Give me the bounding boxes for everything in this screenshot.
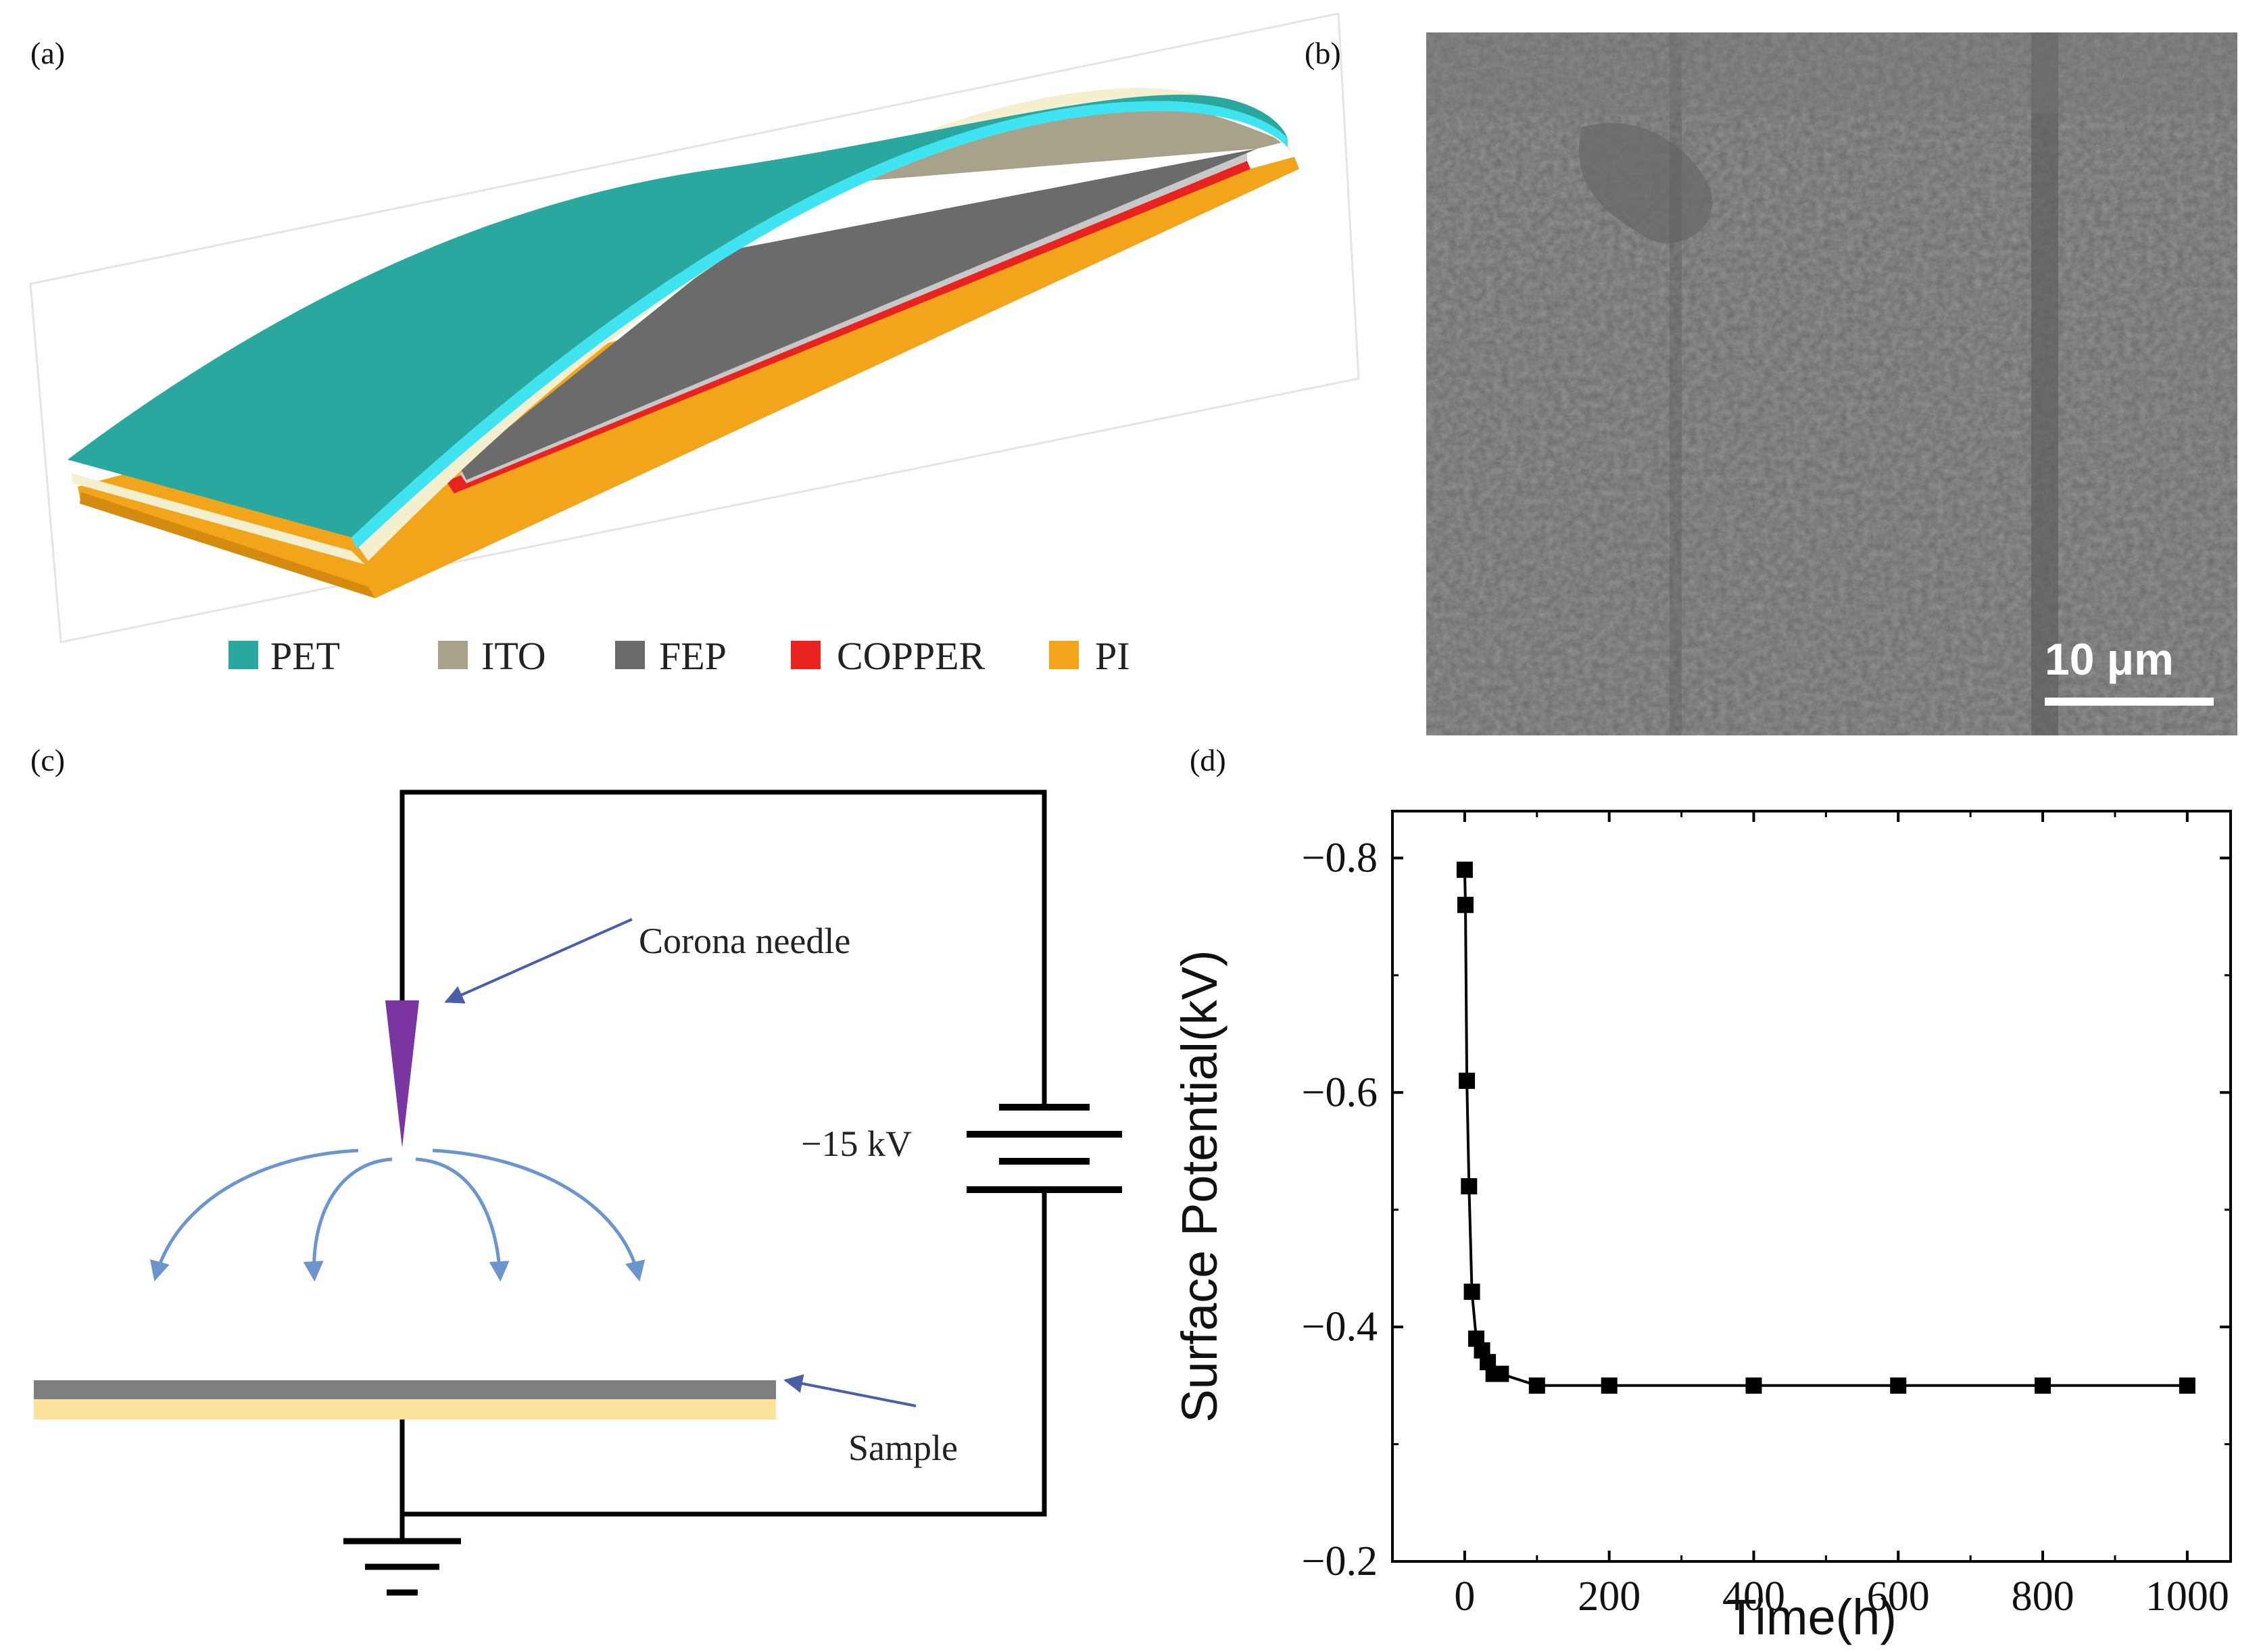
- panel-a-device-schematic: PET ITO FEP COPPER PI: [29, 12, 1360, 678]
- plot-frame: [1391, 810, 2232, 1563]
- ion-arrow-3: [415, 1157, 510, 1282]
- scale-bar-label: 10 μm: [2045, 634, 2174, 684]
- ion-arrow-4: [432, 1148, 646, 1282]
- data-point: [1528, 1377, 1545, 1394]
- sample-label: Sample: [848, 1428, 958, 1468]
- sem-top-band: [1426, 32, 2237, 114]
- sem-smooth-region: [1579, 123, 1713, 243]
- fep-surface: [460, 149, 1257, 480]
- legend-swatch-ito: [438, 641, 468, 669]
- x-tick-label: 1000: [2145, 1574, 2229, 1620]
- panel-c-corona-circuit: −15 kV Corona needle Sample: [34, 789, 1122, 1596]
- x-tick-label: 0: [1454, 1574, 1475, 1620]
- needle-pointer-arrow: [444, 918, 633, 1004]
- data-point: [1601, 1377, 1618, 1394]
- data-point: [2179, 1377, 2195, 1394]
- data-points: [1456, 861, 2195, 1394]
- x-tick-label: 200: [1578, 1574, 1641, 1620]
- data-point: [2035, 1377, 2051, 1394]
- y-axis-ticks: −0.8 −0.6 −0.4 −0.2: [1302, 835, 2231, 1584]
- battery-icon: [967, 1104, 1122, 1193]
- ground-icon: [343, 1514, 461, 1596]
- legend-label-copper: COPPER: [837, 634, 986, 678]
- panel-b-sem-image: 10 μm: [1426, 32, 2237, 735]
- sem-vertical-groove: [2031, 32, 2058, 735]
- x-axis-title: Time(h): [1726, 1589, 1897, 1645]
- data-point: [1456, 861, 1473, 878]
- pet-top: [68, 95, 1288, 538]
- y-tick-label: −0.4: [1302, 1304, 1378, 1350]
- data-point: [1463, 1284, 1480, 1301]
- corona-needle-label: Corona needle: [639, 921, 850, 961]
- pi-layer-front: [80, 492, 375, 598]
- legend-label-fep: FEP: [659, 634, 727, 678]
- legend-swatch-copper: [791, 641, 821, 669]
- data-point: [1492, 1365, 1509, 1382]
- x-tick-label: 800: [2012, 1574, 2074, 1620]
- ito-underside: [845, 98, 1284, 183]
- ito-base: [71, 473, 365, 564]
- y-axis-title: Surface Potential(kV): [1171, 950, 1228, 1422]
- sample-pointer-arrow: [783, 1374, 917, 1407]
- copper-layer: [446, 161, 1250, 493]
- data-point: [1457, 896, 1474, 913]
- sem-vertical-groove-2: [1670, 32, 1682, 735]
- corona-needle-icon: [385, 1000, 419, 1148]
- x-axis-ticks: 0 200 400 600 800 1000: [1391, 811, 2229, 1620]
- legend-label-ito: ITO: [481, 634, 546, 678]
- circuit-wire-top: [399, 789, 1047, 1107]
- voltage-label: −15 kV: [801, 1123, 912, 1164]
- series-line: [1463, 869, 2187, 1387]
- panel-label-d: (d): [1190, 743, 1226, 777]
- bounding-box: [29, 12, 1360, 643]
- sample-substrate-layer: [34, 1399, 776, 1419]
- y-tick-label: −0.8: [1302, 835, 1378, 881]
- data-point: [1890, 1377, 1907, 1394]
- x-tick-label: 600: [1867, 1574, 1930, 1620]
- legend-swatch-pi: [1049, 641, 1079, 669]
- legend-swatch-fep: [615, 641, 645, 669]
- ion-arrow-2: [303, 1157, 393, 1282]
- data-point: [1459, 1072, 1476, 1089]
- sample-fep-layer: [34, 1380, 776, 1399]
- panel-d-surface-potential-chart: 0 200 400 600 800 1000 −0.8 −0.6 −0.4 −0.2 Time(…: [1171, 810, 2232, 1645]
- panel-label-a: (a): [30, 36, 66, 70]
- sem-highlights: [1426, 32, 2237, 735]
- panel-label-c: (c): [30, 743, 66, 777]
- legend-label-pet: PET: [270, 634, 340, 678]
- data-point: [1745, 1377, 1762, 1394]
- panel-label-b: (b): [1305, 36, 1341, 70]
- circuit-wire-bottom: [399, 1190, 1047, 1517]
- y-tick-label: −0.6: [1302, 1069, 1378, 1115]
- scale-bar: [2045, 698, 2214, 706]
- data-point: [1461, 1178, 1478, 1194]
- x-tick-label: 400: [1722, 1574, 1785, 1620]
- legend-swatch-pet: [228, 641, 258, 669]
- legend: PET ITO FEP COPPER PI: [228, 634, 1130, 678]
- y-tick-label: −0.2: [1302, 1538, 1378, 1584]
- ion-arrow-1: [149, 1148, 359, 1282]
- legend-label-pi: PI: [1095, 634, 1130, 678]
